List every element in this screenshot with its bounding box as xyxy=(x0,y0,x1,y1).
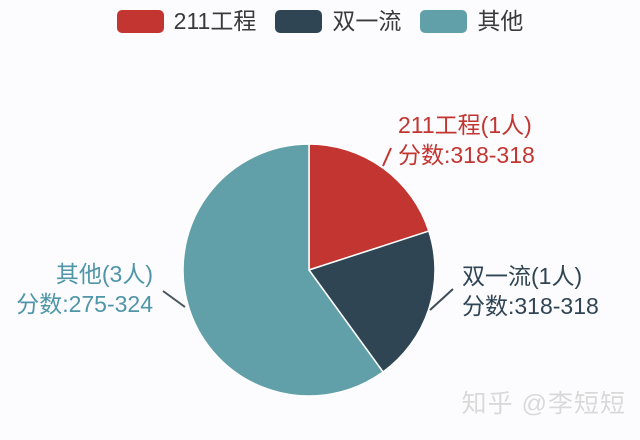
legend: 211工程 双一流 其他 xyxy=(0,8,640,34)
legend-swatch-211gongcheng xyxy=(116,9,164,33)
legend-item-shuangyiliu[interactable]: 双一流 xyxy=(275,8,401,34)
pie-slice-双一流[interactable] xyxy=(308,230,436,373)
pie-slice-211工程[interactable] xyxy=(308,143,430,271)
pie xyxy=(182,143,436,397)
callout-qita-line1: 其他(3人) xyxy=(55,261,153,287)
legend-swatch-shuangyiliu xyxy=(275,9,323,33)
callout-qita: 其他(3人) 分数:275-324 xyxy=(16,259,153,319)
callout-shuangyiliu: 双一流(1人) 分数:318-318 xyxy=(462,261,599,321)
callout-qita-line2: 分数:275-324 xyxy=(16,291,153,317)
legend-item-211gongcheng[interactable]: 211工程 xyxy=(116,8,257,34)
legend-label-qita: 其他 xyxy=(477,8,524,34)
legend-label-shuangyiliu: 双一流 xyxy=(332,8,402,34)
callout-shuangyiliu-line1: 双一流(1人) xyxy=(462,263,583,289)
legend-swatch-qita xyxy=(420,9,468,33)
callout-211gongcheng: 211工程(1人) 分数:318-318 xyxy=(398,110,535,170)
callout-211gongcheng-line2: 分数:318-318 xyxy=(398,142,535,168)
legend-label-211gongcheng: 211工程 xyxy=(173,8,257,34)
watermark: 知乎 @李短短 xyxy=(461,390,626,418)
callout-211gongcheng-line1: 211工程(1人) xyxy=(398,112,532,138)
callout-shuangyiliu-line2: 分数:318-318 xyxy=(462,293,599,319)
legend-item-qita[interactable]: 其他 xyxy=(420,8,523,34)
pie-slice-其他[interactable] xyxy=(182,143,384,397)
